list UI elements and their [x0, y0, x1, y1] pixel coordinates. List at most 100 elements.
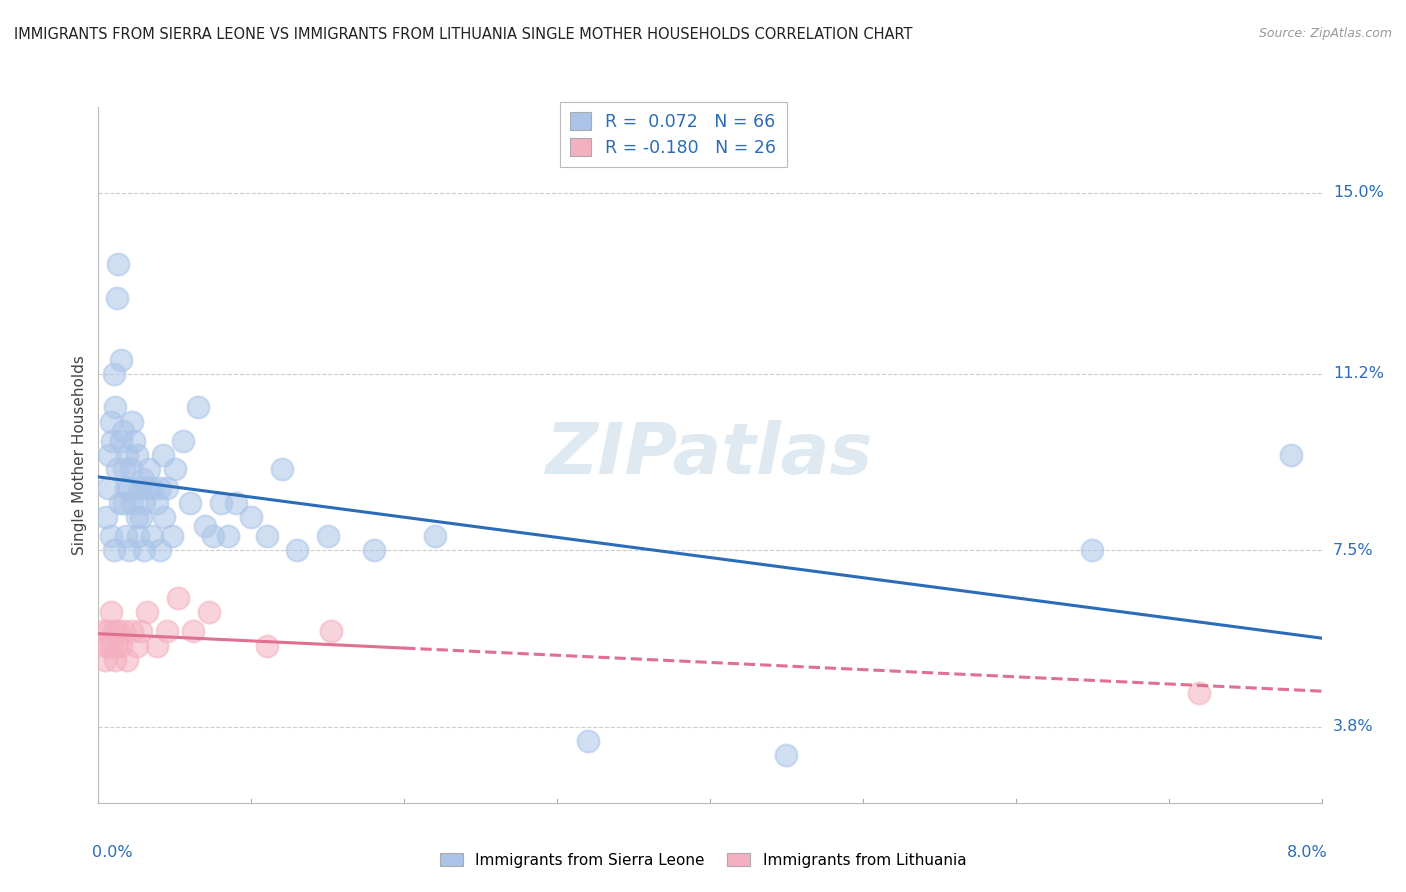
Legend: Immigrants from Sierra Leone, Immigrants from Lithuania: Immigrants from Sierra Leone, Immigrants…	[432, 845, 974, 875]
Point	[93, 653, 115, 667]
Point	[209, 495, 232, 509]
Point	[125, 509, 148, 524]
Point	[775, 748, 797, 763]
Point	[256, 639, 278, 653]
Point	[136, 605, 159, 619]
Point	[149, 543, 172, 558]
Point	[105, 291, 128, 305]
Point	[110, 352, 132, 367]
Point	[134, 543, 156, 558]
Point	[153, 509, 176, 524]
Point	[163, 462, 186, 476]
Point	[316, 529, 339, 543]
Point	[256, 529, 278, 543]
Point	[104, 653, 127, 667]
Point	[138, 462, 160, 476]
Point	[197, 605, 219, 619]
Text: 8.0%: 8.0%	[1286, 845, 1327, 860]
Point	[112, 462, 135, 476]
Point	[115, 529, 138, 543]
Point	[105, 462, 128, 476]
Point	[103, 543, 125, 558]
Point	[97, 624, 120, 639]
Point	[225, 495, 247, 509]
Text: 7.5%: 7.5%	[1333, 542, 1374, 558]
Legend: R =  0.072   N = 66, R = -0.180   N = 26: R = 0.072 N = 66, R = -0.180 N = 26	[560, 102, 786, 167]
Point	[576, 734, 599, 748]
Point	[118, 543, 141, 558]
Point	[129, 624, 152, 639]
Point	[117, 653, 139, 667]
Y-axis label: Single Mother Households: Single Mother Households	[72, 355, 87, 555]
Point	[363, 543, 385, 558]
Text: 11.2%: 11.2%	[1333, 367, 1384, 382]
Point	[149, 481, 172, 495]
Point	[98, 448, 121, 462]
Point	[120, 462, 142, 476]
Point	[181, 624, 204, 639]
Point	[1081, 543, 1104, 558]
Text: 3.8%: 3.8%	[1333, 719, 1374, 734]
Point	[112, 624, 135, 639]
Point	[127, 529, 149, 543]
Point	[172, 434, 194, 448]
Point	[107, 257, 129, 271]
Text: 0.0%: 0.0%	[93, 845, 134, 860]
Text: IMMIGRANTS FROM SIERRA LEONE VS IMMIGRANTS FROM LITHUANIA SINGLE MOTHER HOUSEHOL: IMMIGRANTS FROM SIERRA LEONE VS IMMIGRAN…	[14, 27, 912, 42]
Point	[1279, 448, 1302, 462]
Point	[104, 401, 127, 415]
Point	[125, 639, 148, 653]
Point	[121, 415, 143, 429]
Point	[98, 639, 121, 653]
Point	[132, 472, 155, 486]
Point	[1188, 686, 1211, 700]
Point	[91, 624, 114, 639]
Point	[152, 448, 174, 462]
Point	[202, 529, 225, 543]
Point	[136, 481, 159, 495]
Point	[107, 624, 129, 639]
Point	[103, 624, 125, 639]
Point	[240, 509, 263, 524]
Point	[134, 495, 156, 509]
Point	[121, 624, 143, 639]
Text: ZIPatlas: ZIPatlas	[547, 420, 873, 490]
Point	[156, 481, 179, 495]
Point	[319, 624, 342, 639]
Point	[423, 529, 446, 543]
Point	[194, 519, 217, 533]
Point	[105, 639, 128, 653]
Point	[285, 543, 308, 558]
Point	[270, 462, 294, 476]
Point	[187, 401, 209, 415]
Point	[100, 529, 122, 543]
Point	[97, 481, 120, 495]
Point	[141, 529, 163, 543]
Point	[112, 495, 135, 509]
Point	[122, 434, 145, 448]
Point	[94, 509, 117, 524]
Point	[94, 639, 117, 653]
Point	[179, 495, 201, 509]
Point	[217, 529, 239, 543]
Point	[145, 639, 167, 653]
Point	[117, 448, 139, 462]
Point	[108, 495, 131, 509]
Text: Source: ZipAtlas.com: Source: ZipAtlas.com	[1258, 27, 1392, 40]
Point	[141, 481, 163, 495]
Point	[125, 448, 148, 462]
Point	[156, 624, 179, 639]
Point	[110, 639, 132, 653]
Point	[111, 424, 134, 438]
Text: 15.0%: 15.0%	[1333, 186, 1384, 201]
Point	[145, 495, 167, 509]
Point	[128, 481, 150, 495]
Point	[101, 434, 124, 448]
Point	[160, 529, 183, 543]
Point	[103, 367, 125, 381]
Point	[110, 434, 132, 448]
Point	[115, 481, 138, 495]
Point	[101, 639, 124, 653]
Point	[121, 495, 143, 509]
Point	[129, 509, 152, 524]
